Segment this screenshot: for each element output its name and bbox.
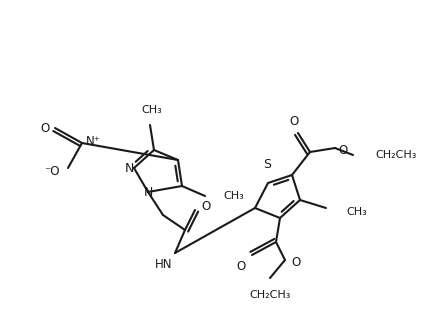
Text: S: S — [263, 158, 271, 171]
Text: O: O — [338, 143, 347, 156]
Text: CH₃: CH₃ — [223, 191, 244, 201]
Text: CH₂CH₃: CH₂CH₃ — [249, 290, 291, 300]
Text: CH₃: CH₃ — [141, 105, 162, 115]
Text: O: O — [290, 115, 299, 128]
Text: N: N — [143, 186, 152, 198]
Text: CH₂CH₃: CH₂CH₃ — [375, 150, 416, 160]
Text: ⁻O: ⁻O — [45, 164, 60, 178]
Text: O: O — [291, 257, 300, 269]
Text: O: O — [201, 201, 210, 213]
Text: N⁺: N⁺ — [86, 134, 101, 148]
Text: N: N — [125, 162, 134, 174]
Text: O: O — [41, 122, 50, 134]
Text: CH₃: CH₃ — [346, 207, 367, 217]
Text: O: O — [237, 260, 246, 273]
Text: HN: HN — [155, 258, 172, 271]
